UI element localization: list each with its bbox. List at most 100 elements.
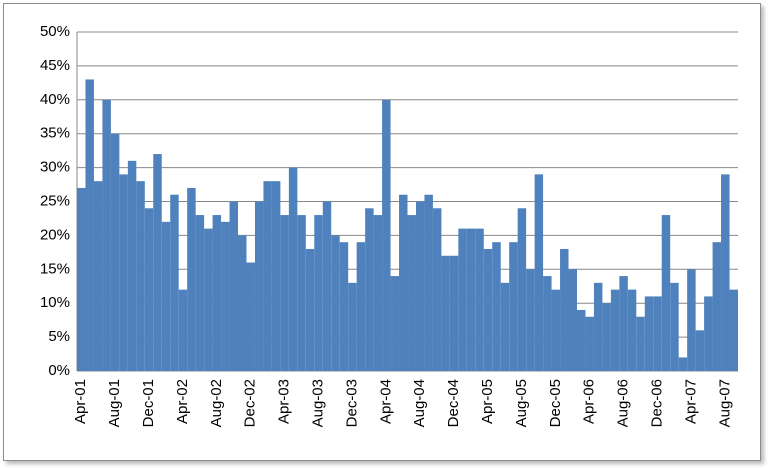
bar: [195, 215, 205, 371]
bar: [178, 289, 188, 371]
bar: [263, 181, 272, 371]
bar: [593, 282, 603, 371]
bar: [509, 242, 518, 371]
x-tick-label: Aug-07: [716, 379, 733, 427]
x-tick-label: Aug-04: [411, 379, 428, 427]
bar: [204, 228, 213, 371]
bar: [305, 248, 315, 371]
bar: [119, 174, 128, 371]
y-tick-label: 50%: [40, 23, 70, 40]
bar: [399, 194, 408, 371]
bar: [297, 215, 306, 371]
bar: [483, 248, 493, 371]
bar: [610, 289, 620, 371]
x-tick-label: Aug-05: [513, 379, 530, 427]
bar: [432, 208, 442, 371]
x-tick-label: Dec-05: [547, 379, 564, 427]
bar: [144, 208, 154, 371]
y-tick-label: 25%: [40, 192, 70, 209]
bar: [678, 357, 688, 371]
y-tick-label: 30%: [40, 159, 70, 176]
x-tick-label: Aug-02: [208, 379, 225, 427]
bar: [314, 215, 323, 371]
bar: [466, 228, 476, 371]
bar: [153, 154, 162, 371]
bar: [568, 269, 577, 371]
y-tick-label: 40%: [40, 91, 70, 108]
x-tick-label: Dec-02: [242, 379, 259, 427]
bar: [212, 215, 222, 371]
bar: [695, 330, 705, 371]
bar: [102, 99, 111, 372]
bar: [229, 201, 239, 371]
bar: [136, 181, 145, 371]
x-tick-label: Apr-04: [377, 379, 394, 424]
bar: [93, 181, 103, 371]
bar: [331, 235, 340, 371]
bar: [534, 174, 544, 371]
bar: [348, 282, 357, 371]
bar: [288, 167, 298, 371]
bar: [373, 215, 383, 371]
bar: [627, 289, 637, 371]
x-tick-label: Dec-06: [648, 379, 665, 427]
bar: [110, 133, 120, 371]
bar: [551, 289, 561, 371]
bar: [644, 296, 654, 371]
bar: [407, 215, 416, 371]
bar: [602, 303, 611, 371]
y-tick-label: 0%: [48, 362, 70, 379]
bar: [449, 255, 459, 371]
x-tick-label: Dec-04: [445, 379, 462, 427]
bar: [729, 289, 738, 371]
bar: [458, 228, 467, 371]
bar: [390, 276, 400, 371]
x-tick-label: Aug-01: [106, 379, 123, 427]
bar: [517, 208, 527, 371]
bar: [271, 181, 281, 371]
bar: [619, 276, 628, 371]
bar: [560, 248, 569, 371]
bar: [77, 187, 86, 371]
y-tick-label: 5%: [48, 328, 70, 345]
bar: [492, 242, 501, 371]
y-tick-label: 35%: [40, 125, 70, 142]
bar: [382, 99, 391, 372]
bar: [661, 215, 671, 371]
bar: [322, 201, 332, 371]
bar: [246, 262, 255, 371]
bar: [543, 276, 552, 371]
x-tick-label: Aug-03: [309, 379, 326, 427]
y-tick-label: 10%: [40, 294, 70, 311]
bar: [424, 194, 433, 371]
bar: [670, 282, 679, 371]
bar: [475, 228, 484, 371]
bar: [254, 201, 264, 371]
bar: [687, 269, 696, 371]
bar: [161, 221, 171, 371]
bar: [585, 316, 594, 371]
x-tick-label: Apr-06: [581, 379, 598, 424]
y-tick-label: 20%: [40, 226, 70, 243]
x-tick-label: Apr-01: [72, 379, 89, 424]
bar: [500, 282, 510, 371]
bar: [704, 296, 713, 371]
x-tick-label: Apr-03: [276, 379, 293, 424]
bar: [127, 160, 137, 371]
x-tick-label: Apr-02: [174, 379, 191, 424]
bar: [356, 242, 366, 371]
bar: [526, 269, 535, 371]
bar: [653, 296, 662, 371]
x-tick-label: Dec-03: [343, 379, 360, 427]
bar: [339, 242, 349, 371]
x-tick-label: Apr-07: [682, 379, 699, 424]
x-tick-label: Aug-06: [615, 379, 632, 427]
bar: [441, 255, 450, 371]
y-tick-label: 45%: [40, 57, 70, 74]
bar: [221, 221, 230, 371]
x-tick-label: Dec-01: [140, 379, 157, 427]
y-tick-label: 15%: [40, 260, 70, 277]
bar: [712, 242, 722, 371]
